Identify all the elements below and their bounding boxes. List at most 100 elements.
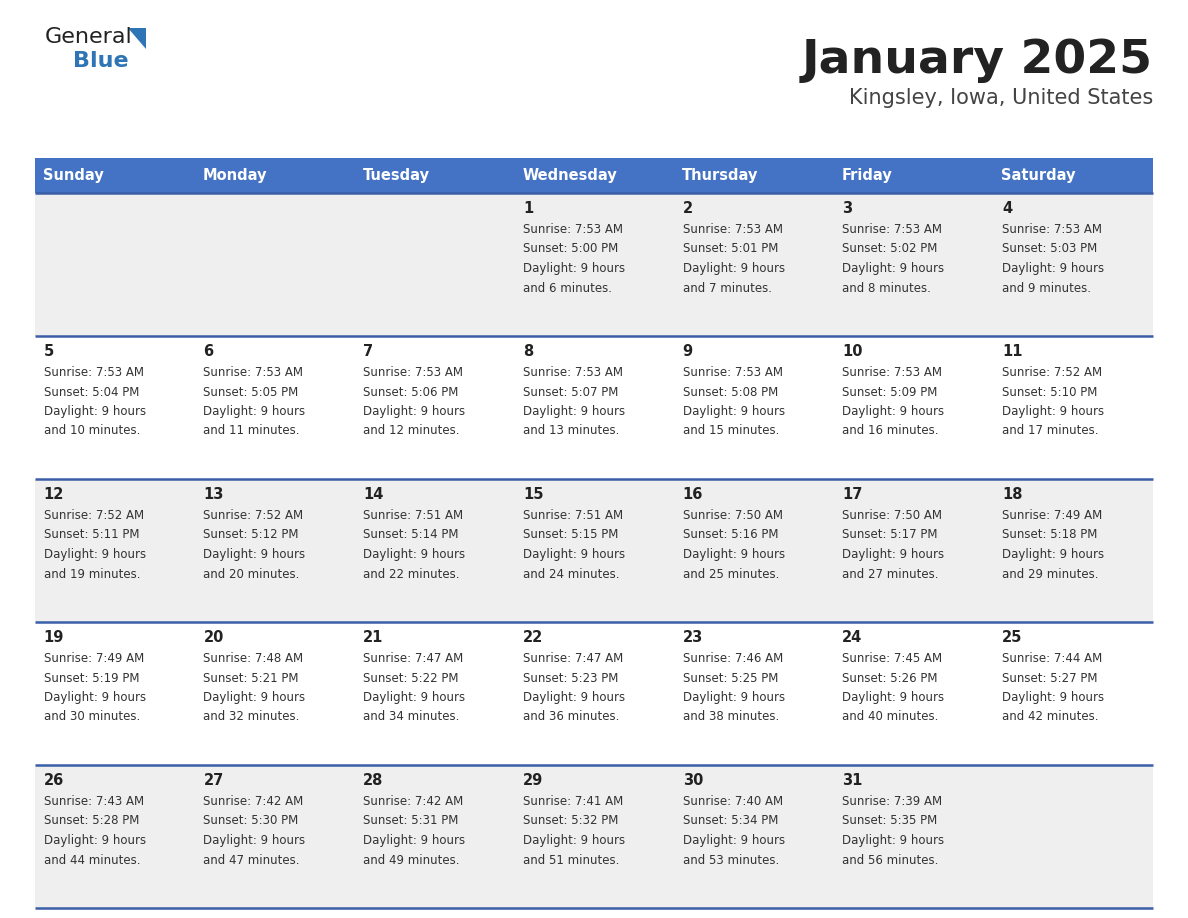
Text: 5: 5 (44, 344, 53, 359)
Text: Sunrise: 7:42 AM: Sunrise: 7:42 AM (203, 795, 304, 808)
Bar (195, 622, 354, 765)
Text: Daylight: 9 hours: Daylight: 9 hours (842, 834, 944, 847)
Text: and 16 minutes.: and 16 minutes. (842, 424, 939, 438)
Text: and 36 minutes.: and 36 minutes. (523, 711, 619, 723)
Bar (834, 158, 993, 193)
Text: 9: 9 (683, 344, 693, 359)
Text: and 19 minutes.: and 19 minutes. (44, 567, 140, 580)
Bar (195, 336, 354, 479)
Text: 15: 15 (523, 487, 543, 502)
Text: Sunset: 5:01 PM: Sunset: 5:01 PM (683, 242, 778, 255)
Text: Daylight: 9 hours: Daylight: 9 hours (44, 834, 146, 847)
Text: 28: 28 (364, 773, 384, 788)
Bar (354, 622, 514, 765)
Text: Sunset: 5:28 PM: Sunset: 5:28 PM (44, 814, 139, 827)
Text: Sunrise: 7:49 AM: Sunrise: 7:49 AM (1001, 509, 1102, 522)
Text: Daylight: 9 hours: Daylight: 9 hours (1001, 262, 1104, 275)
Text: and 17 minutes.: and 17 minutes. (1001, 424, 1099, 438)
Text: Daylight: 9 hours: Daylight: 9 hours (1001, 691, 1104, 704)
Bar (834, 765, 993, 908)
Text: Sunset: 5:30 PM: Sunset: 5:30 PM (203, 814, 298, 827)
Bar (834, 622, 993, 765)
Text: 25: 25 (1001, 630, 1023, 645)
Text: 4: 4 (1001, 201, 1012, 216)
Text: Sunrise: 7:47 AM: Sunrise: 7:47 AM (364, 652, 463, 665)
Text: 18: 18 (1001, 487, 1023, 502)
Text: Friday: Friday (841, 168, 892, 183)
Bar (993, 765, 1154, 908)
Text: 14: 14 (364, 487, 384, 502)
Text: Sunrise: 7:50 AM: Sunrise: 7:50 AM (842, 509, 942, 522)
Text: Sunset: 5:08 PM: Sunset: 5:08 PM (683, 386, 778, 398)
Text: and 53 minutes.: and 53 minutes. (683, 854, 779, 867)
Bar (34, 193, 195, 336)
Text: Sunrise: 7:43 AM: Sunrise: 7:43 AM (44, 795, 144, 808)
Bar (834, 479, 993, 622)
Text: January 2025: January 2025 (802, 38, 1154, 83)
Text: Sunset: 5:14 PM: Sunset: 5:14 PM (364, 529, 459, 542)
Text: Sunset: 5:25 PM: Sunset: 5:25 PM (683, 671, 778, 685)
Text: and 11 minutes.: and 11 minutes. (203, 424, 301, 438)
Text: Daylight: 9 hours: Daylight: 9 hours (203, 548, 305, 561)
Text: 26: 26 (44, 773, 64, 788)
Text: Daylight: 9 hours: Daylight: 9 hours (842, 691, 944, 704)
Text: 30: 30 (683, 773, 703, 788)
Bar (514, 193, 674, 336)
Bar (993, 336, 1154, 479)
Text: Sunset: 5:10 PM: Sunset: 5:10 PM (1001, 386, 1098, 398)
Text: and 38 minutes.: and 38 minutes. (683, 711, 779, 723)
Text: Sunset: 5:17 PM: Sunset: 5:17 PM (842, 529, 937, 542)
Bar (195, 193, 354, 336)
Text: and 8 minutes.: and 8 minutes. (842, 282, 931, 295)
Text: and 25 minutes.: and 25 minutes. (683, 567, 779, 580)
Text: 27: 27 (203, 773, 223, 788)
Text: and 42 minutes.: and 42 minutes. (1001, 711, 1099, 723)
Text: Daylight: 9 hours: Daylight: 9 hours (523, 262, 625, 275)
Text: and 40 minutes.: and 40 minutes. (842, 711, 939, 723)
Text: Sunrise: 7:53 AM: Sunrise: 7:53 AM (683, 366, 783, 379)
Text: and 10 minutes.: and 10 minutes. (44, 424, 140, 438)
Text: and 6 minutes.: and 6 minutes. (523, 282, 612, 295)
Text: Daylight: 9 hours: Daylight: 9 hours (683, 548, 785, 561)
Text: Daylight: 9 hours: Daylight: 9 hours (364, 691, 466, 704)
Text: Sunrise: 7:39 AM: Sunrise: 7:39 AM (842, 795, 942, 808)
Text: and 30 minutes.: and 30 minutes. (44, 711, 140, 723)
Bar (514, 158, 674, 193)
Text: Sunset: 5:35 PM: Sunset: 5:35 PM (842, 814, 937, 827)
Text: Sunset: 5:22 PM: Sunset: 5:22 PM (364, 671, 459, 685)
Text: Sunrise: 7:51 AM: Sunrise: 7:51 AM (523, 509, 623, 522)
Text: Sunset: 5:27 PM: Sunset: 5:27 PM (1001, 671, 1098, 685)
Bar (34, 622, 195, 765)
Text: Sunset: 5:04 PM: Sunset: 5:04 PM (44, 386, 139, 398)
Bar (514, 336, 674, 479)
Text: 6: 6 (203, 344, 214, 359)
Text: Sunset: 5:34 PM: Sunset: 5:34 PM (683, 814, 778, 827)
Bar (354, 193, 514, 336)
Bar (354, 479, 514, 622)
Text: and 13 minutes.: and 13 minutes. (523, 424, 619, 438)
Text: Sunset: 5:19 PM: Sunset: 5:19 PM (44, 671, 139, 685)
Text: Sunrise: 7:53 AM: Sunrise: 7:53 AM (44, 366, 144, 379)
Bar (354, 765, 514, 908)
Bar (34, 336, 195, 479)
Text: Sunday: Sunday (43, 168, 103, 183)
Text: and 51 minutes.: and 51 minutes. (523, 854, 619, 867)
Text: Sunrise: 7:51 AM: Sunrise: 7:51 AM (364, 509, 463, 522)
Text: 23: 23 (683, 630, 703, 645)
Text: Sunrise: 7:45 AM: Sunrise: 7:45 AM (842, 652, 942, 665)
Text: 31: 31 (842, 773, 862, 788)
Bar (34, 765, 195, 908)
Bar (674, 765, 834, 908)
Text: Sunset: 5:26 PM: Sunset: 5:26 PM (842, 671, 937, 685)
Text: Sunrise: 7:41 AM: Sunrise: 7:41 AM (523, 795, 624, 808)
Text: Sunrise: 7:53 AM: Sunrise: 7:53 AM (842, 223, 942, 236)
Bar (674, 336, 834, 479)
Text: 17: 17 (842, 487, 862, 502)
Bar (354, 158, 514, 193)
Text: Sunset: 5:02 PM: Sunset: 5:02 PM (842, 242, 937, 255)
Text: 13: 13 (203, 487, 223, 502)
Text: Sunrise: 7:53 AM: Sunrise: 7:53 AM (683, 223, 783, 236)
Text: Wednesday: Wednesday (523, 168, 617, 183)
Text: Sunrise: 7:44 AM: Sunrise: 7:44 AM (1001, 652, 1102, 665)
Text: Daylight: 9 hours: Daylight: 9 hours (842, 548, 944, 561)
